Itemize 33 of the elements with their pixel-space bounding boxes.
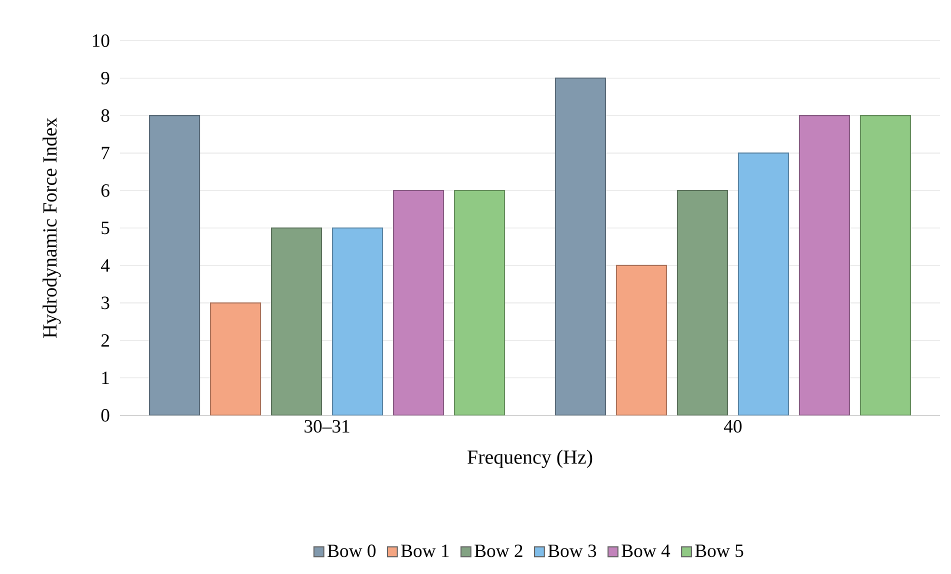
y-tick-label: 4 [100, 259, 110, 272]
bar [616, 264, 667, 416]
legend-label: Bow 3 [548, 544, 596, 558]
bar [860, 115, 911, 416]
bar [210, 302, 262, 416]
bar [454, 190, 506, 416]
y-tick-label: 1 [102, 372, 109, 384]
legend-label: Bow 0 [328, 544, 376, 558]
legend-label: Bow 5 [695, 544, 744, 558]
y-tick-label: 9 [101, 72, 110, 84]
legend-label: Bow 1 [401, 544, 449, 558]
y-tick-label: 8 [101, 109, 110, 122]
bar [554, 78, 606, 416]
y-tick-label: 3 [102, 296, 110, 310]
y-tick-label: 6 [101, 184, 110, 197]
y-tick-label: 7 [102, 146, 110, 160]
bar [270, 227, 322, 416]
y-axis-title: Hydrodynamic Force Index [42, 118, 61, 338]
legend-label: Bow 4 [622, 544, 670, 558]
bar [148, 115, 200, 416]
bar [332, 227, 384, 416]
y-tick-label: 2 [101, 334, 109, 347]
y-tick-label: 10 [92, 34, 110, 47]
x-tick-label: 40 [724, 420, 742, 433]
legend-label: Bow 2 [474, 544, 522, 558]
bar [676, 190, 728, 416]
bar [392, 190, 444, 416]
y-tick-label: 5 [102, 222, 110, 234]
y-tick-label: 0 [101, 409, 110, 422]
bar [798, 115, 850, 416]
bar [738, 152, 789, 416]
x-tick-label: 30–31 [304, 420, 350, 433]
x-axis-title: Frequency (Hz) [468, 450, 592, 468]
